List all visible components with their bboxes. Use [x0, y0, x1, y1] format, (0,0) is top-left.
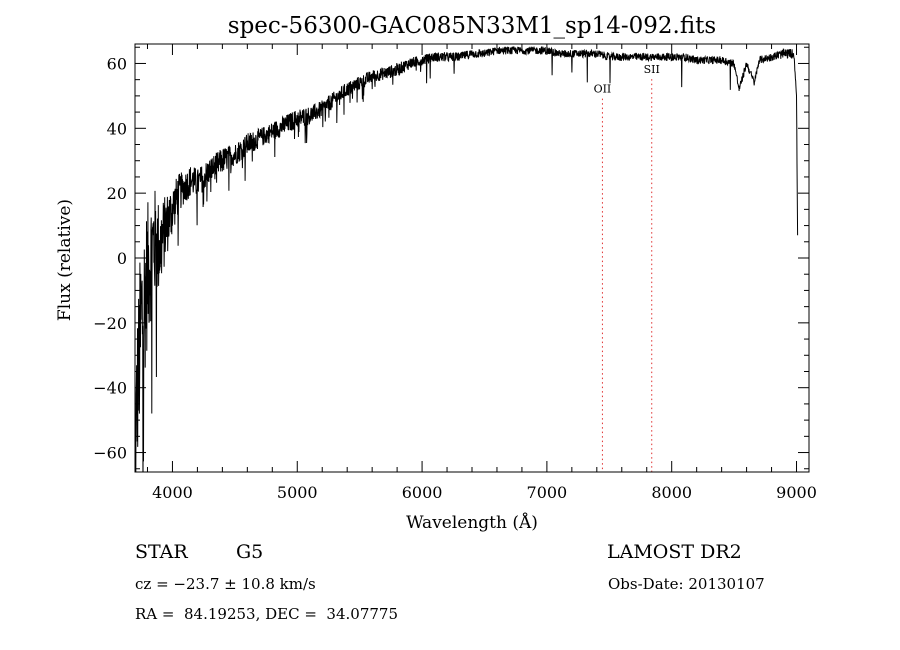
y-tick-label: 0 [117, 249, 127, 268]
plot-area: OII SII [135, 45, 799, 472]
x-tick-label: 9000 [776, 483, 817, 502]
obs-date-text: Obs-Date: 20130107 [608, 575, 765, 593]
y-tick-label: −40 [93, 379, 127, 398]
chart-title: spec-56300-GAC085N33M1_sp14-092.fits [228, 13, 716, 39]
plot-frame [134, 43, 810, 473]
subclass-label: G5 [236, 541, 264, 563]
y-tick-label: 60 [107, 54, 127, 73]
y-tick-label: 40 [107, 119, 127, 138]
coordinates-text: RA = 84.19253, DEC = 34.07775 [135, 605, 399, 623]
redshift-text: cz = −23.7 ± 10.8 km/s [135, 575, 316, 593]
survey-label: LAMOST DR2 [607, 541, 742, 563]
x-tick-label: 7000 [527, 483, 568, 502]
spectrum-series-0 [135, 45, 799, 472]
y-axis-label: Flux (relative) [55, 199, 75, 321]
y-tick-label: −60 [93, 444, 127, 463]
x-tick-label: 6000 [402, 483, 443, 502]
x-tick-label: 4000 [152, 483, 193, 502]
class-label: STAR [135, 541, 188, 563]
x-tick-label: 8000 [651, 483, 692, 502]
x-axis-label: Wavelength (Å) [406, 512, 538, 533]
y-tick-label: 20 [107, 184, 127, 203]
y-tick-label: −20 [93, 314, 127, 333]
x-tick-label: 5000 [277, 483, 318, 502]
line-label-oii: OII [594, 83, 612, 96]
axes: 4000 5000 6000 7000 8000 9000 −60 −40 −20 0 20 40 60 [93, 43, 817, 502]
line-label-sii: SII [644, 63, 660, 76]
